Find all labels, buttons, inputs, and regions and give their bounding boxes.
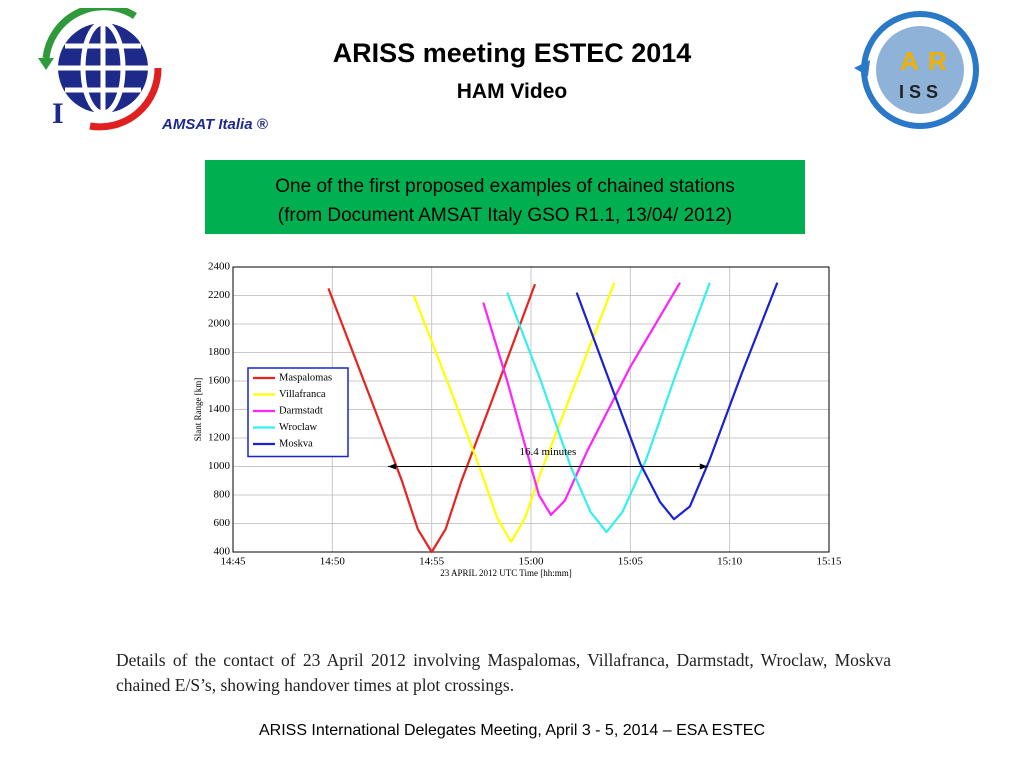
y-tick-label: 1000 [208, 460, 231, 472]
logo-arc [42, 8, 137, 59]
callout: One of the first proposed examples of ch… [205, 160, 805, 234]
logo-left: I AMSAT Italia ® [38, 8, 269, 133]
arrow-head [699, 463, 708, 470]
y-tick-label: 600 [214, 517, 231, 529]
legend-label: Villafranca [279, 389, 326, 400]
callout-line: (from Document AMSAT Italy GSO R1.1, 13/… [277, 205, 733, 226]
logo-letter: A [900, 46, 919, 76]
x-tick-label: 15:00 [518, 556, 544, 568]
series-line [412, 282, 616, 544]
y-tick-label: 1400 [208, 403, 231, 415]
x-axis-label: 23 APRIL 2012 UTC Time [hh:mm] [440, 568, 571, 578]
y-tick-label: 2200 [208, 289, 231, 301]
y-tick-label: 1600 [208, 375, 231, 387]
caption: Details of the contact of 23 April 2012 … [116, 650, 891, 695]
legend-label: Darmstadt [279, 405, 323, 416]
y-tick-label: 800 [214, 489, 231, 501]
logo-letter: R [928, 46, 947, 76]
y-tick-label: 2000 [208, 318, 231, 330]
legend-box [247, 367, 349, 458]
footer: ARISS International Delegates Meeting, A… [258, 722, 766, 739]
y-tick-label: 2400 [208, 261, 231, 273]
y-tick-label: 1800 [208, 346, 231, 358]
title: ARISS meeting ESTEC 2014 [332, 38, 692, 68]
y-axis-label: Slant Range [km] [193, 378, 203, 442]
callout-line: One of the first proposed examples of ch… [275, 176, 735, 197]
y-tick-label: 1200 [208, 432, 231, 444]
logo-letters: I S S [899, 82, 938, 102]
x-tick-label: 15:15 [816, 556, 842, 568]
subtitle: HAM Video [456, 80, 568, 103]
legend-label: Maspalomas [279, 372, 332, 383]
x-tick-label: 14:55 [419, 556, 445, 568]
logo-right: A R I S S [854, 11, 979, 129]
logo-letter: I [52, 97, 64, 130]
y-tick-label: 400 [214, 546, 231, 558]
x-tick-label: 14:45 [220, 556, 246, 568]
annotation-text: 16.4 minutes [519, 446, 576, 458]
legend-label: Moskva [279, 438, 313, 449]
logo-text: AMSAT Italia ® [161, 116, 269, 133]
series-line [506, 282, 711, 534]
x-tick-label: 15:10 [717, 556, 743, 568]
logo-arc [89, 67, 162, 131]
legend-label: Wroclaw [279, 422, 317, 433]
logo-arrow [38, 58, 54, 70]
chart: 400 600 800 1000 1200 1400 1600 1800 2000 2200 240… [193, 261, 842, 579]
series-line [327, 283, 537, 554]
logo-arrow [854, 60, 870, 76]
plot-frame [232, 266, 830, 553]
logo-grid [58, 23, 148, 113]
logo-grid [80, 20, 126, 116]
x-tick-label: 14:50 [320, 556, 346, 568]
arrow-head [387, 463, 396, 470]
x-tick-label: 15:05 [618, 556, 644, 568]
logo-globe [876, 26, 964, 114]
series-line [575, 282, 779, 521]
